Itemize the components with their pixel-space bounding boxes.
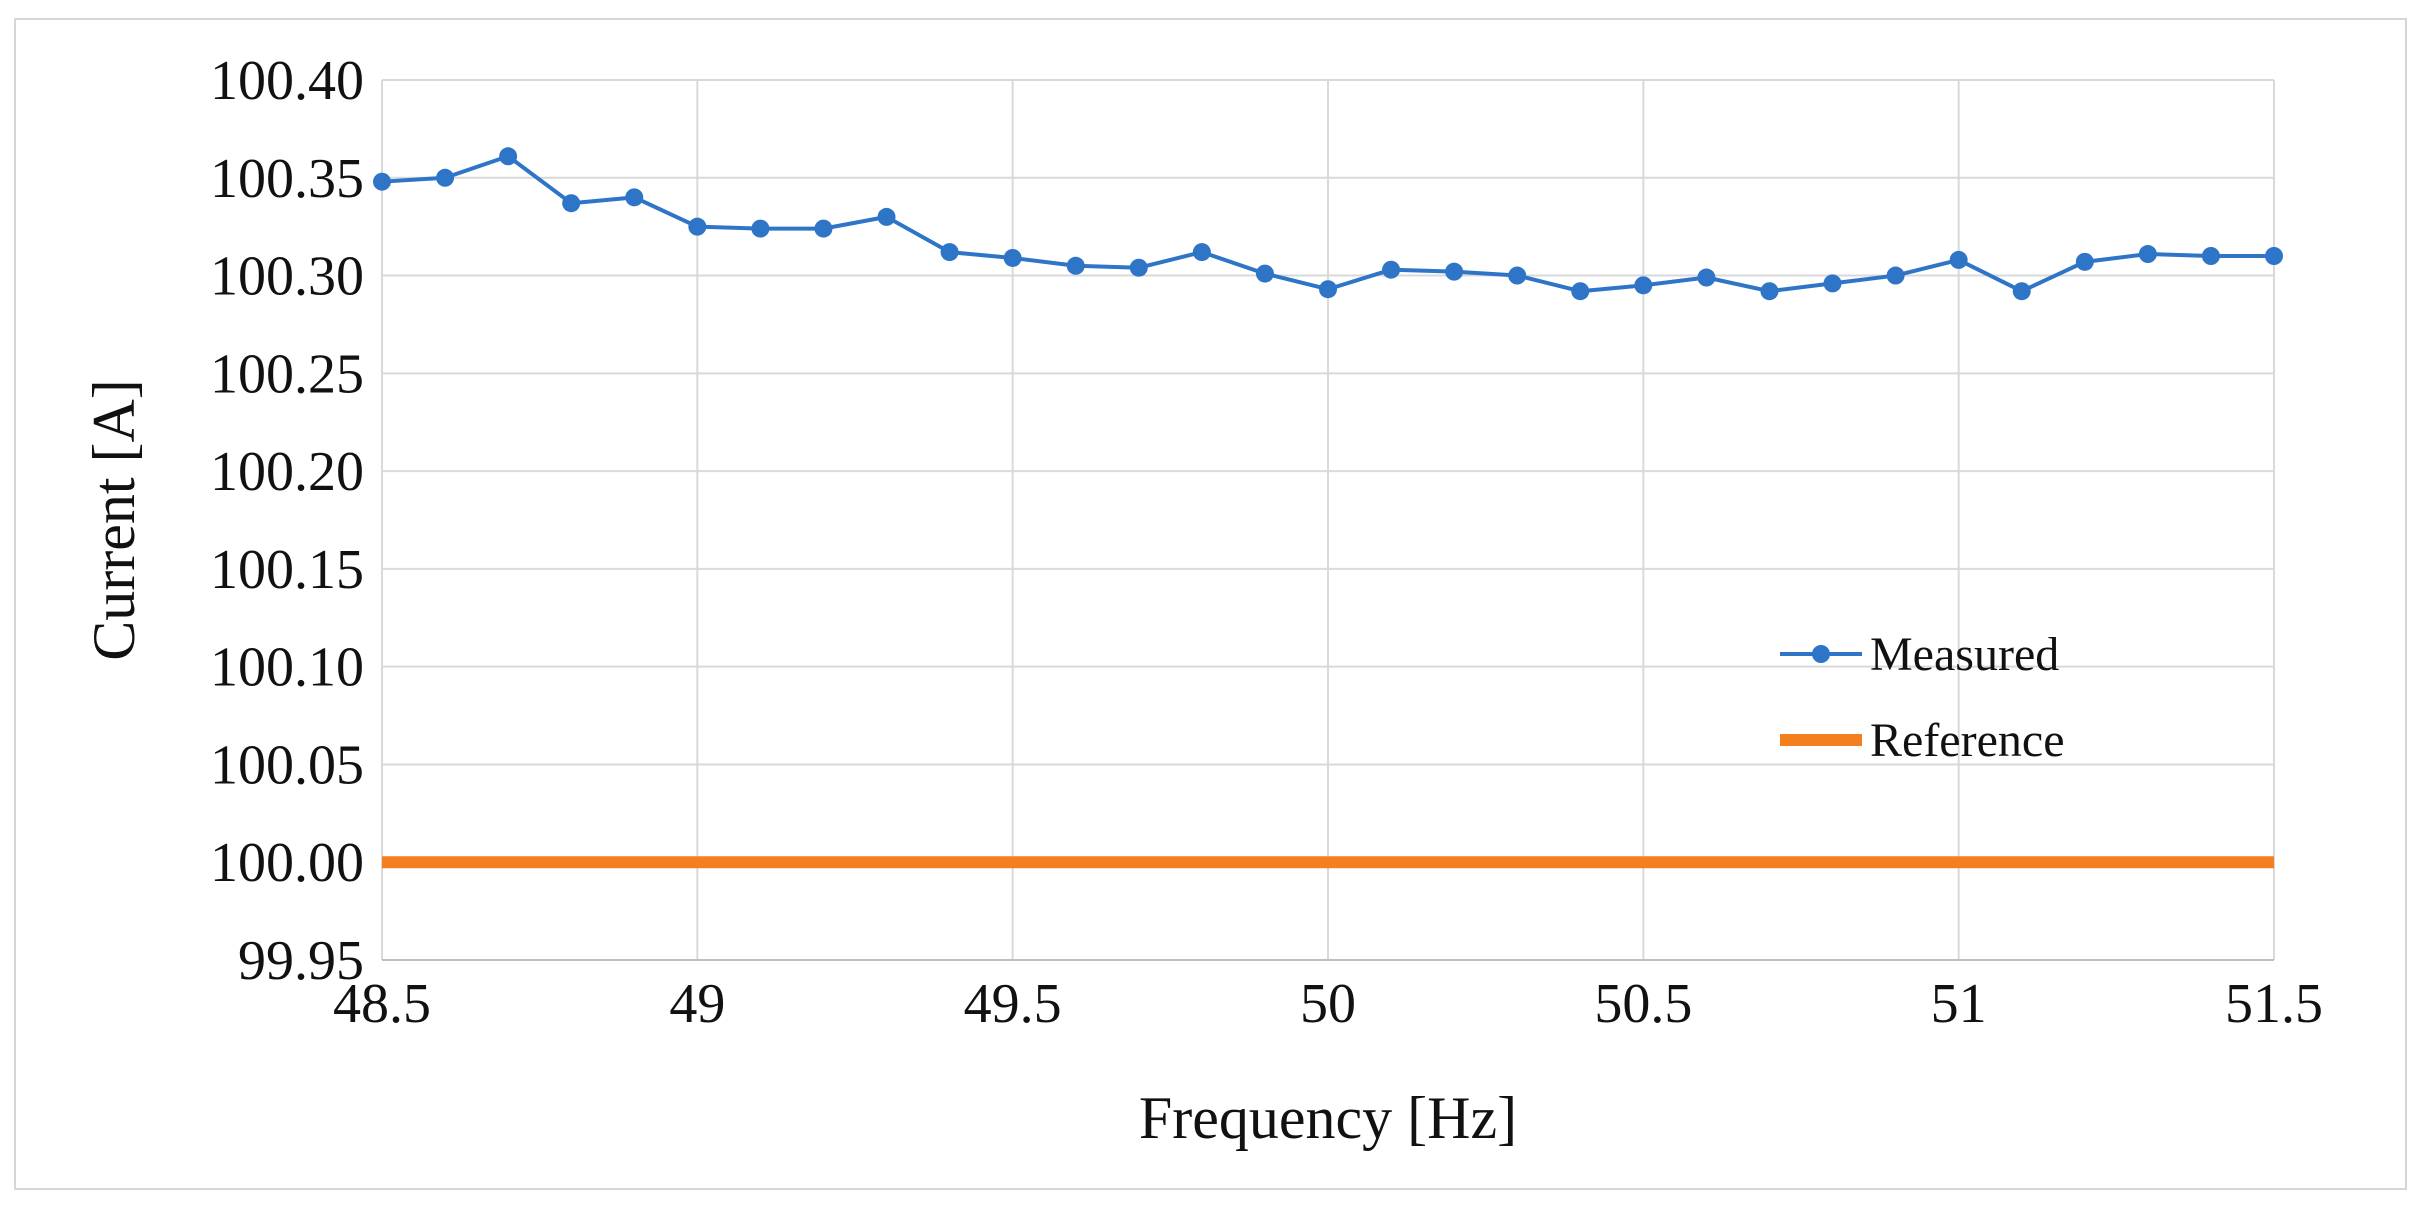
measured-data-point (1066, 256, 1085, 275)
chart-frame (14, 18, 2407, 1190)
x-tick-label: 49.5 (964, 973, 1062, 1035)
x-axis-title: Frequency [Hz] (1139, 1085, 1517, 1151)
measured-data-point (1319, 280, 1337, 299)
measured-data-point (1634, 276, 1653, 295)
measured-data-point (499, 147, 518, 166)
measured-data-point (814, 219, 833, 238)
y-tick-label: 100.00 (210, 832, 364, 894)
measured-data-point (1571, 282, 1590, 301)
y-tick-label: 100.15 (210, 539, 364, 601)
y-axis-title: Current [A] (81, 379, 147, 661)
measured-data-point (2201, 247, 2220, 265)
measured-data-point (2138, 245, 2157, 264)
y-tick-label: 100.20 (210, 441, 364, 503)
measured-data-point (1886, 266, 1905, 285)
measured-data-point (1003, 248, 1022, 267)
y-tick-label: 100.05 (210, 734, 364, 796)
measured-data-point (2075, 252, 2094, 271)
measured-data-point (1697, 268, 1716, 287)
y-tick-label: 100.10 (210, 637, 364, 699)
x-tick-label: 49 (669, 973, 725, 1035)
measured-data-point (1949, 250, 1968, 269)
measured-data-point (625, 188, 644, 207)
y-tick-label: 99.95 (238, 930, 364, 992)
measured-data-point (373, 172, 391, 191)
measured-data-point (940, 243, 959, 262)
y-tick-label: 100.35 (210, 148, 364, 210)
series (373, 147, 2283, 869)
measured-data-point (1129, 258, 1148, 277)
measured-data-point (1255, 264, 1274, 283)
measured-data-point (2265, 247, 2283, 265)
x-tick-label: 50.5 (1594, 973, 1692, 1035)
x-tick-label: 48.5 (333, 973, 431, 1035)
measured-data-point (1192, 243, 1211, 262)
measured-data-point (562, 194, 581, 213)
measured-data-point (1823, 274, 1842, 293)
measured-data-point (1445, 262, 1464, 281)
measured-data-point (751, 219, 770, 238)
y-tick-label: 100.25 (210, 343, 364, 405)
measured-data-point (688, 217, 707, 236)
legend-measured-label: Measured (1870, 628, 2059, 681)
measured-data-point (1508, 266, 1527, 285)
y-tick-label: 100.40 (210, 50, 364, 112)
measured-data-point (436, 168, 455, 187)
measured-data-point (877, 207, 896, 226)
measured-data-point (2012, 282, 2031, 301)
x-tick-label: 51 (1931, 973, 1987, 1035)
x-tick-label: 51.5 (2225, 973, 2323, 1035)
measured-data-point (1382, 260, 1401, 279)
legend-measured-marker (1812, 645, 1830, 663)
x-tick-label: 50 (1300, 973, 1356, 1035)
legend: Measured Reference (1780, 628, 2065, 767)
measured-data-point (1760, 282, 1779, 301)
legend-reference-label: Reference (1870, 714, 2065, 767)
y-tick-label: 100.30 (210, 246, 364, 308)
tick-labels: 99.95 100.00 100.05 100.10 100.15 100.20 100.2… (210, 50, 2323, 1035)
